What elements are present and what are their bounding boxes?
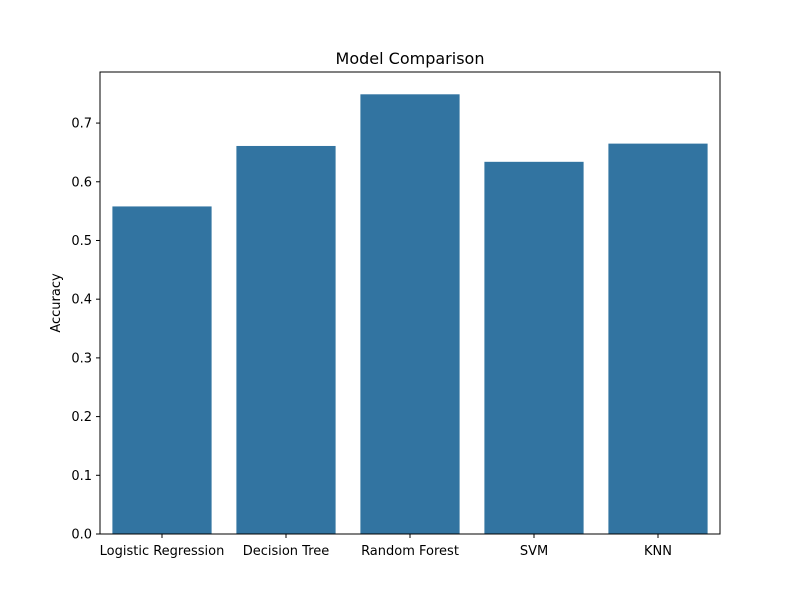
chart-title: Model Comparison [336,49,485,68]
y-tick-label: 0.7 [71,117,92,132]
y-tick-label: 0.3 [71,351,92,366]
y-tick-label: 0.6 [71,175,92,190]
plot-frame [99,71,721,535]
bars-group [112,94,708,535]
x-tick-label: SVM [520,544,548,559]
y-axis-label: Accuracy [49,273,64,333]
x-tick-label: Logistic Regression [100,544,225,559]
x-tick-label: KNN [644,544,672,559]
bar-decision-tree [236,145,336,534]
bar-knn [608,143,708,534]
y-tick-label: 0.1 [71,469,92,484]
y-axis: 0.0 0.1 0.2 0.3 0.4 0.5 0.6 0.7 [71,117,100,543]
x-axis: Logistic Regression Decision Tree Random F… [100,534,672,559]
bar-random-forest [360,94,460,534]
y-tick-label: 0.4 [71,293,92,308]
y-tick-label: 0.0 [71,528,92,543]
bar-logistic-regression [112,206,212,535]
y-tick-label: 0.5 [71,234,92,249]
y-tick-label: 0.2 [71,410,92,425]
x-tick-label: Random Forest [361,544,459,559]
bar-svm [484,161,584,535]
x-tick-label: Decision Tree [243,544,330,559]
